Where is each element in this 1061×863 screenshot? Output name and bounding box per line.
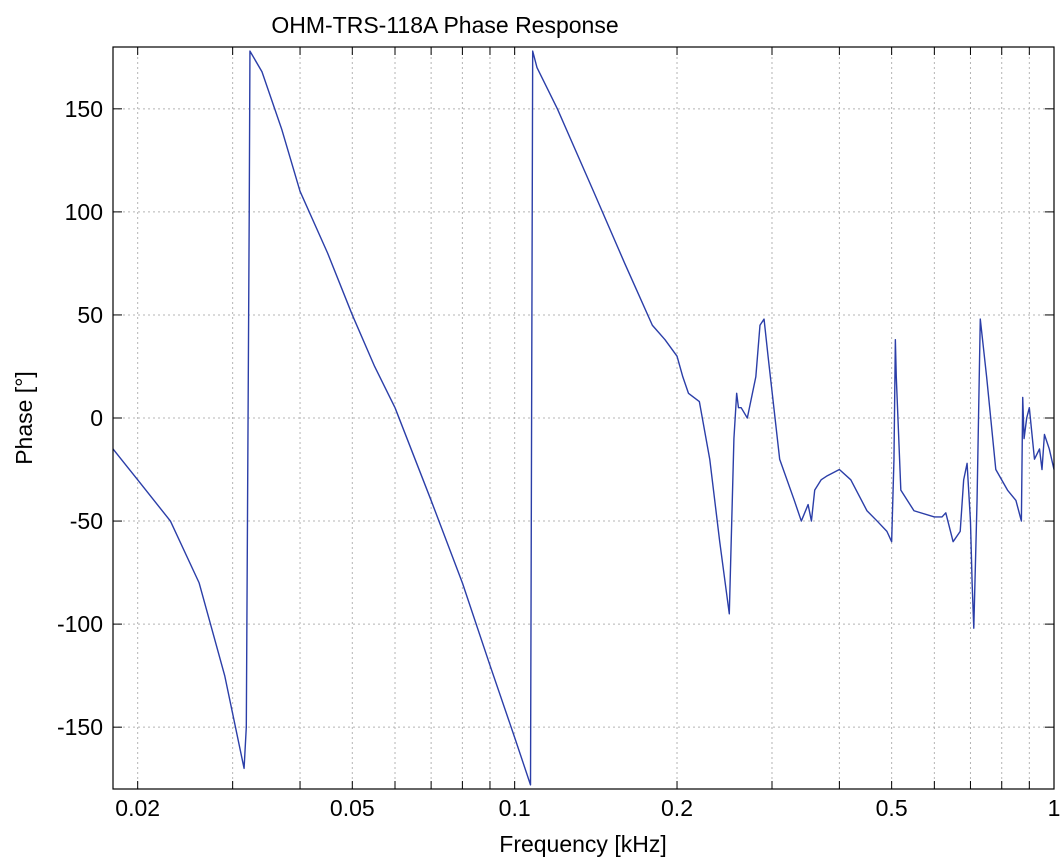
x-tick-label: 0.5 [876,795,908,821]
y-tick-label: -50 [70,508,103,534]
y-tick-label: 0 [90,405,103,431]
x-axis-title: Frequency [kHz] [499,831,666,857]
x-tick-label: 0.02 [115,795,160,821]
x-tick-label: 0.1 [499,795,531,821]
grid-lines [113,47,1054,789]
y-tick-label: 150 [65,96,103,122]
y-tick-label: -150 [57,714,103,740]
y-axis-title: Phase [°] [11,371,37,465]
chart-title: OHM-TRS-118A Phase Response [271,12,618,38]
series-layer [112,50,1055,786]
x-tick-label: 0.05 [330,795,375,821]
tick-labels: 0.02 0.05 0.1 0.2 0.5 1 150 100 50 0 -50 -100 -150 [57,96,1060,821]
x-tick-label: 1 [1048,795,1061,821]
y-tick-label: 100 [65,199,103,225]
x-tick-label: 0.2 [661,795,693,821]
y-tick-label: -100 [57,611,103,637]
y-tick-label: 50 [77,302,103,328]
phase-series-line [112,50,1055,786]
axis-ticks [113,47,1054,789]
plot-frame [112,46,1055,790]
